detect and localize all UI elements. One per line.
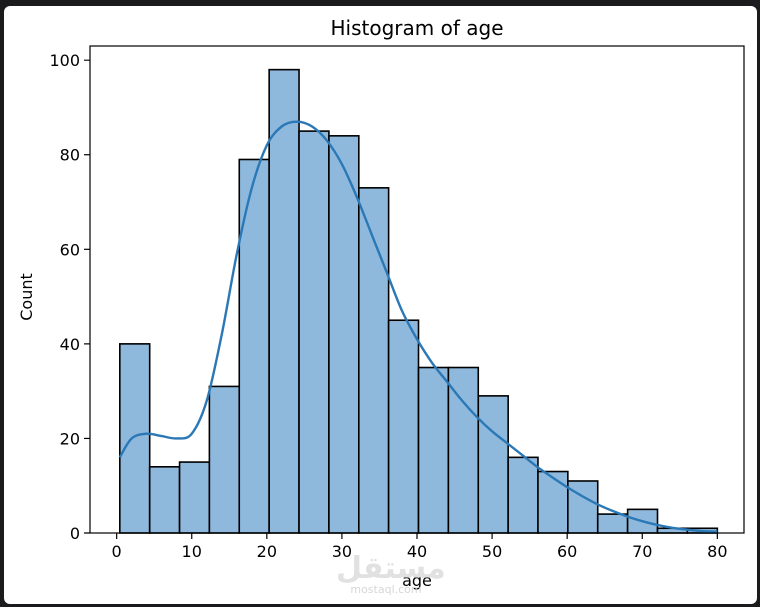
histogram-bar-7 [328, 135, 360, 534]
histogram-chart: Histogram of age Count age 0 10 20 30 40 50 60… [17, 16, 745, 590]
chart-title: Histogram of age [331, 16, 504, 40]
x-tick-label: 60 [557, 542, 577, 561]
histogram-bar-9 [387, 319, 420, 534]
x-tick-label: 30 [332, 542, 352, 561]
histogram-bar-2 [178, 461, 211, 534]
histogram-bar-6 [298, 130, 330, 534]
histogram-bar-8 [358, 187, 390, 534]
y-axis-ticks: 0 20 40 60 80 100 [49, 51, 90, 543]
histogram-bar-11 [447, 366, 480, 534]
y-tick-label: 100 [49, 51, 80, 70]
y-tick-label: 60 [60, 240, 80, 259]
x-tick-label: 20 [257, 542, 277, 561]
histogram-bar-0 [119, 343, 151, 534]
y-tick-label: 40 [60, 335, 80, 354]
x-tick-label: 70 [632, 542, 652, 561]
histogram-bar-14 [537, 470, 569, 534]
histogram-bar-5 [268, 68, 300, 534]
y-tick-label: 0 [70, 524, 80, 543]
x-axis-label: age [402, 571, 432, 590]
kde-curve [118, 120, 718, 533]
y-tick-label: 20 [60, 429, 80, 448]
histogram-bars [119, 68, 719, 534]
y-tick-label: 80 [60, 146, 80, 165]
histogram-bar-3 [208, 385, 241, 534]
histogram-bar-12 [477, 395, 509, 534]
x-axis-ticks: 0 10 20 30 40 50 60 70 80 [112, 533, 728, 561]
chart-card: Histogram of age Count age 0 10 20 30 40 50 60… [4, 6, 757, 604]
y-axis-label: Count [17, 273, 36, 321]
x-tick-label: 0 [112, 542, 122, 561]
histogram-bar-16 [596, 513, 629, 534]
histogram-bar-10 [417, 366, 450, 534]
x-tick-label: 80 [707, 542, 727, 561]
x-tick-label: 50 [482, 542, 502, 561]
histogram-bar-1 [148, 466, 181, 534]
x-tick-label: 10 [182, 542, 202, 561]
histogram-bar-4 [238, 158, 270, 534]
histogram-bar-15 [567, 480, 599, 534]
x-tick-label: 40 [407, 542, 427, 561]
histogram-bar-13 [507, 456, 539, 534]
